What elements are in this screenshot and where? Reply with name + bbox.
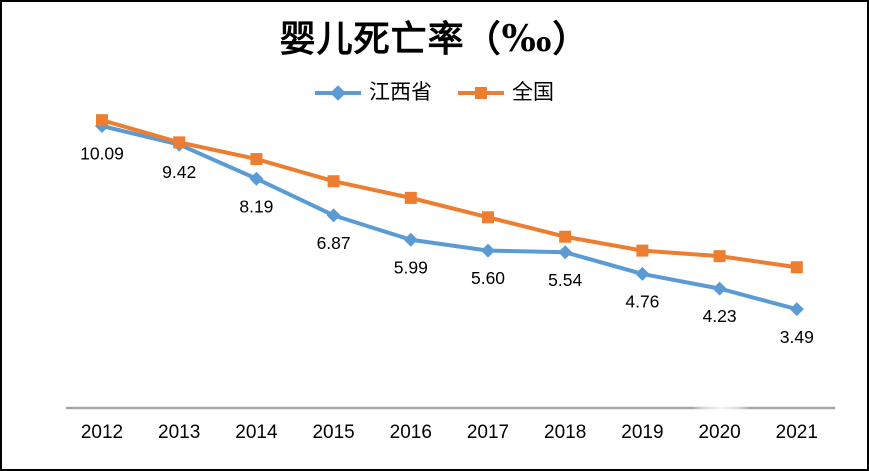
x-tick-label: 2016: [390, 422, 432, 443]
data-label: 8.19: [239, 196, 273, 216]
data-label: 5.60: [471, 268, 505, 288]
x-tick-label: 2012: [81, 422, 123, 443]
x-tick-label: 2019: [621, 422, 663, 443]
chart-title: 婴儿死亡率（‰）: [279, 18, 590, 60]
legend-item-national: 全国: [458, 82, 554, 103]
data-label: 9.42: [162, 162, 196, 182]
series-line-0: [100, 124, 799, 312]
data-point-marker: [558, 245, 573, 260]
x-tick-label: 2014: [235, 422, 278, 443]
data-point-marker: [559, 230, 572, 243]
legend-line-sample: [315, 84, 361, 101]
data-label: 3.49: [780, 327, 814, 347]
data-label: 4.76: [625, 292, 659, 312]
legend: 江西省 全国: [2, 82, 867, 103]
data-point-marker: [636, 244, 649, 257]
data-label: 5.99: [394, 257, 428, 277]
data-point-marker: [249, 171, 264, 186]
x-tick-label: 2021: [776, 422, 818, 443]
data-point-marker: [713, 250, 726, 263]
data-point-marker: [712, 281, 727, 296]
legend-item-jiangxi: 江西省: [315, 82, 432, 103]
legend-item-label: 江西省: [369, 80, 432, 104]
data-point-marker: [327, 175, 340, 188]
data-point-marker: [789, 302, 804, 317]
data-label: 4.23: [703, 306, 737, 326]
data-point-marker: [404, 191, 417, 204]
data-point-marker: [482, 211, 494, 224]
data-point-marker: [635, 266, 650, 281]
data-point-marker: [173, 136, 186, 149]
data-point-marker: [790, 261, 803, 274]
x-tick-label: 2015: [312, 422, 354, 443]
data-point-marker: [250, 153, 263, 166]
data-point-marker: [481, 243, 495, 258]
data-label: 6.87: [317, 233, 351, 253]
data-point-marker: [326, 208, 341, 223]
legend-item-label: 全国: [512, 80, 554, 104]
x-tick-label: 2017: [467, 422, 509, 443]
square-marker-icon: [475, 86, 487, 99]
data-point-marker: [403, 232, 418, 247]
legend-line-sample: [458, 86, 504, 99]
x-tick-label: 2018: [544, 422, 586, 443]
data-point-marker: [96, 114, 108, 127]
x-tick-label: 2020: [698, 422, 740, 443]
series-line-1: [100, 118, 799, 270]
x-tick-label: 2013: [158, 422, 200, 443]
data-label: 10.09: [80, 144, 124, 164]
data-label: 5.54: [548, 270, 582, 290]
